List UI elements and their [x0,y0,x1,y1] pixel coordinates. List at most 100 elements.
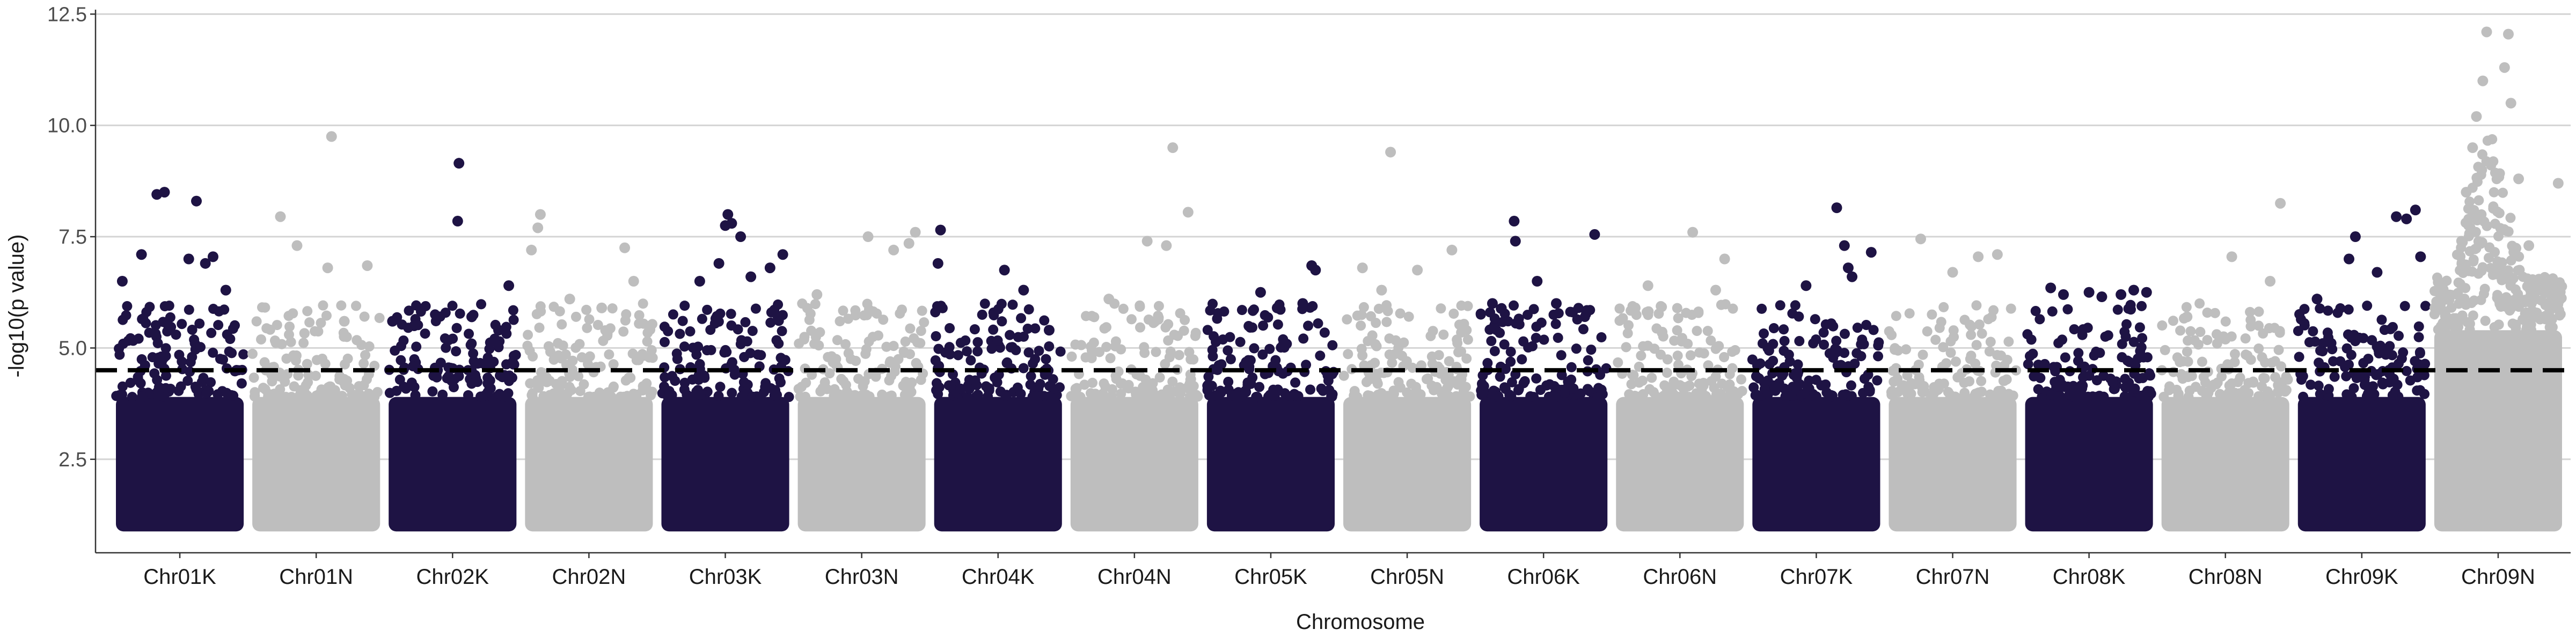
snp-point [843,313,853,324]
snp-point [1461,390,1472,401]
snp-point-peak [1847,271,1858,282]
snp-point [1205,305,1216,316]
snp-point [453,371,464,382]
snp-point [1075,392,1086,402]
snp-point [229,320,240,331]
snp-point [374,313,385,324]
snp-point [1832,360,1843,371]
snp-point [810,299,821,310]
snp-point [2451,250,2462,260]
snp-point [2455,265,2465,276]
snp-point [1808,338,1819,349]
snp-point [1436,388,1447,399]
snp-point [642,327,653,338]
snp-point [2258,328,2268,339]
snp-point [2212,338,2222,349]
y-tick-label: 10.0 [47,115,87,137]
snp-point [1628,370,1639,380]
snp-point [2473,195,2484,206]
snp-point [1370,339,1381,349]
snp-point [2494,172,2505,182]
snp-point [615,391,626,402]
snp-point-peak [2502,28,2514,40]
snp-point [1790,300,1801,311]
snp-point [1460,382,1471,392]
snp-point-peak [888,244,899,255]
x-tick-label-chr03n: Chr03N [825,565,899,589]
snp-point [236,378,247,389]
snp-point [2266,357,2277,368]
snp-point [1489,321,1499,332]
snp-point-peak [777,249,788,260]
snp-point [302,358,312,369]
snp-point [2394,331,2404,341]
snp-point [1055,346,1066,357]
snp-point [2555,277,2565,288]
snp-point [1505,346,1516,357]
dense-points-body [1070,397,1198,532]
snp-point [2346,349,2357,360]
snp-point [1799,388,1810,399]
snp-point [194,318,205,329]
snp-point-peak [935,224,946,236]
snp-point [1857,334,1868,345]
snp-point [2197,356,2207,367]
snp-point [2456,236,2467,246]
snp-point [2329,371,2340,382]
snp-point [1873,340,1884,351]
snp-point-peak [535,209,546,220]
snp-point [962,392,973,402]
snp-point [1830,343,1841,354]
snp-point [1568,383,1579,394]
snp-point [1789,368,1800,379]
snp-point-peak [1167,142,1179,153]
snp-point [2335,303,2346,313]
snp-point [2480,316,2491,326]
snp-point [463,390,473,401]
x-tick-label-chr02k: Chr02K [416,565,489,589]
snp-point [902,391,912,402]
snp-point-peak [466,311,477,323]
snp-point [350,301,361,311]
y-tick-label: 2.5 [58,449,87,471]
snp-point [1123,383,1134,394]
snp-point [1669,335,1680,346]
snp-point [184,304,194,315]
snp-point [298,338,309,348]
snp-point [1596,332,1607,342]
snp-point [2399,301,2410,311]
x-tick-label-chr09n: Chr09N [2461,565,2535,589]
snp-point [2070,385,2081,396]
snp-point [195,342,206,353]
snp-point [659,381,670,392]
snp-point-peak [532,222,544,233]
chromosome-group-chr04n [1066,142,1203,532]
snp-point [160,383,171,393]
snp-point-peak [2141,287,2152,298]
snp-point-peak [1842,262,1854,274]
snp-point [2112,304,2123,315]
snp-point [693,341,704,352]
snp-point [1545,379,1555,390]
snp-point-peak [1297,298,1308,309]
snp-point [465,340,476,350]
snp-point [1678,383,1689,394]
snp-point [1757,303,1767,314]
snp-point [2346,392,2357,402]
snp-point [752,349,763,360]
snp-point [2255,391,2266,401]
dense-points-body [797,397,926,532]
snp-point [398,335,409,346]
snp-point [2182,346,2192,357]
snp-point [1015,389,1026,399]
snp-point [1787,308,1798,319]
snp-point [1582,305,1592,316]
x-tick-label-chr08k: Chr08K [2053,565,2126,589]
snp-point [1139,348,1150,358]
snp-point [1307,301,1318,311]
snp-point [1338,370,1349,381]
snp-point [1493,391,1504,401]
snp-point [1352,310,1363,321]
snp-point [729,364,740,375]
snp-point [1852,323,1863,333]
